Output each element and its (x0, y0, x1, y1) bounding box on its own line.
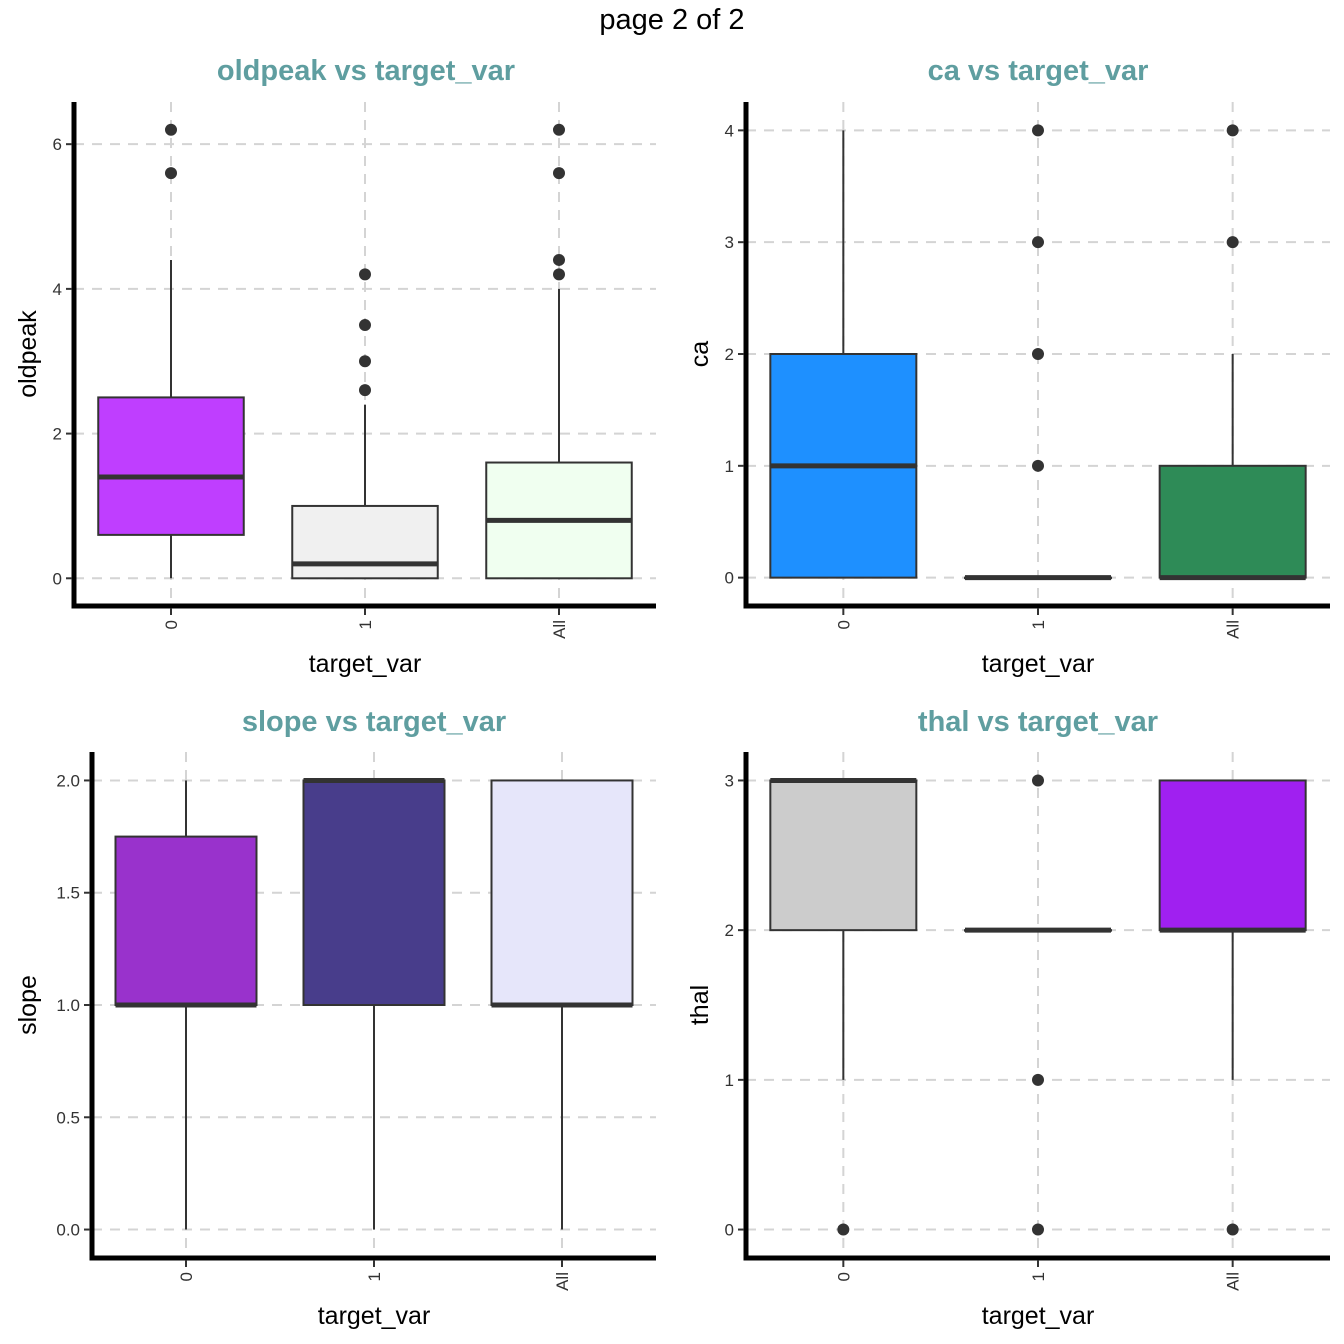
x-axis-label: target_var (318, 1302, 431, 1330)
outlier-point (1226, 1223, 1239, 1236)
chart-title: slope vs target_var (242, 706, 506, 738)
box-All (490, 779, 634, 1230)
outlier-point (1032, 1073, 1044, 1086)
box-rect (490, 779, 634, 1006)
y-tick-label: 1 (725, 1071, 734, 1090)
x-tick-label: All (550, 620, 569, 639)
box-1 (302, 777, 446, 1230)
box-rect (97, 396, 245, 536)
chart-panel-2: 0 1 2 3 4 0 1 All ca vs target_var target_var ca (686, 55, 1330, 678)
x-tick-label: 0 (834, 620, 853, 629)
chart-panel-1: 0 2 4 6 0 1 All oldpeak vs target_var target_var… (14, 55, 656, 678)
chart-panel-3: 0.0 0.5 1.0 1.5 2.0 0 1 All slope vs target_vart… (14, 706, 656, 1330)
chart-panel-4: 0 1 2 3 0 1 All thal vs target_var target_var tha… (686, 706, 1330, 1330)
y-tick-label: 3 (725, 771, 734, 790)
outlier-point (553, 167, 565, 180)
box-rect (769, 779, 918, 932)
y-axis-label: thal (686, 985, 714, 1025)
x-tick-label: 0 (834, 1272, 853, 1281)
outlier-point (1032, 124, 1044, 137)
chart-title: ca vs target_var (928, 55, 1149, 87)
box-rect (1158, 779, 1307, 932)
outlier-point (1032, 236, 1044, 249)
box-0 (769, 130, 918, 579)
y-axis-label: oldpeak (14, 310, 42, 398)
y-tick-label: 4 (53, 280, 62, 299)
box-rect (302, 779, 446, 1006)
x-tick-label: All (1224, 1272, 1243, 1291)
y-axis-label: slope (14, 975, 42, 1035)
box-rect (1158, 464, 1307, 579)
y-tick-label: 1 (725, 457, 734, 476)
y-tick-label: 2 (53, 425, 62, 444)
y-tick-label: 4 (725, 121, 734, 140)
x-tick-label: All (1224, 620, 1243, 639)
page-title: page 2 of 2 (599, 4, 745, 36)
x-axis-label: target_var (982, 650, 1095, 678)
y-tick-label: 1.5 (56, 884, 80, 903)
y-tick-label: 0 (53, 569, 62, 588)
x-tick-label: 0 (162, 620, 181, 629)
outlier-point (553, 268, 565, 281)
y-tick-label: 0 (725, 1221, 734, 1240)
outlier-point (1032, 348, 1044, 360)
x-tick-label: 1 (356, 620, 375, 629)
y-tick-label: 0.0 (56, 1221, 80, 1240)
y-tick-label: 0.5 (56, 1108, 80, 1127)
y-axis-label: ca (686, 341, 714, 368)
y-tick-label: 2 (725, 345, 734, 364)
x-tick-label: 0 (177, 1272, 196, 1281)
box-0 (769, 777, 918, 1236)
box-All (1158, 124, 1307, 581)
x-tick-label: All (553, 1272, 572, 1291)
outlier-point (1032, 774, 1044, 787)
y-tick-label: 3 (725, 233, 734, 252)
outlier-point (837, 1223, 850, 1236)
y-tick-label: 2.0 (56, 771, 80, 790)
outlier-point (165, 167, 177, 180)
box-All (485, 123, 633, 580)
box-All (1158, 779, 1307, 1236)
x-tick-label: 1 (365, 1272, 384, 1281)
y-tick-label: 0 (725, 569, 734, 588)
y-tick-label: 2 (725, 921, 734, 940)
chart-title: thal vs target_var (918, 706, 1158, 738)
outlier-point (1032, 1223, 1044, 1236)
outlier-point (359, 268, 371, 281)
x-tick-label: 1 (1029, 620, 1048, 629)
box-1 (964, 774, 1112, 1236)
box-0 (114, 780, 258, 1230)
outlier-point (553, 253, 565, 266)
outlier-point (1226, 236, 1239, 249)
y-tick-label: 1.0 (56, 996, 80, 1015)
outlier-point (359, 355, 371, 368)
chart-title: oldpeak vs target_var (217, 55, 515, 87)
outlier-point (1226, 124, 1239, 137)
box-1 (291, 268, 439, 580)
outlier-point (1032, 459, 1044, 472)
outlier-point (359, 319, 371, 332)
x-tick-label: 1 (1029, 1272, 1048, 1281)
x-axis-label: target_var (309, 650, 422, 678)
box-0 (97, 123, 245, 579)
outlier-point (553, 123, 565, 136)
outlier-point (359, 384, 371, 397)
box-rect (291, 504, 439, 580)
y-tick-label: 6 (53, 135, 62, 154)
box-1 (964, 124, 1112, 581)
outlier-point (165, 123, 177, 136)
x-axis-label: target_var (982, 1302, 1095, 1330)
box-rect (114, 835, 258, 1006)
